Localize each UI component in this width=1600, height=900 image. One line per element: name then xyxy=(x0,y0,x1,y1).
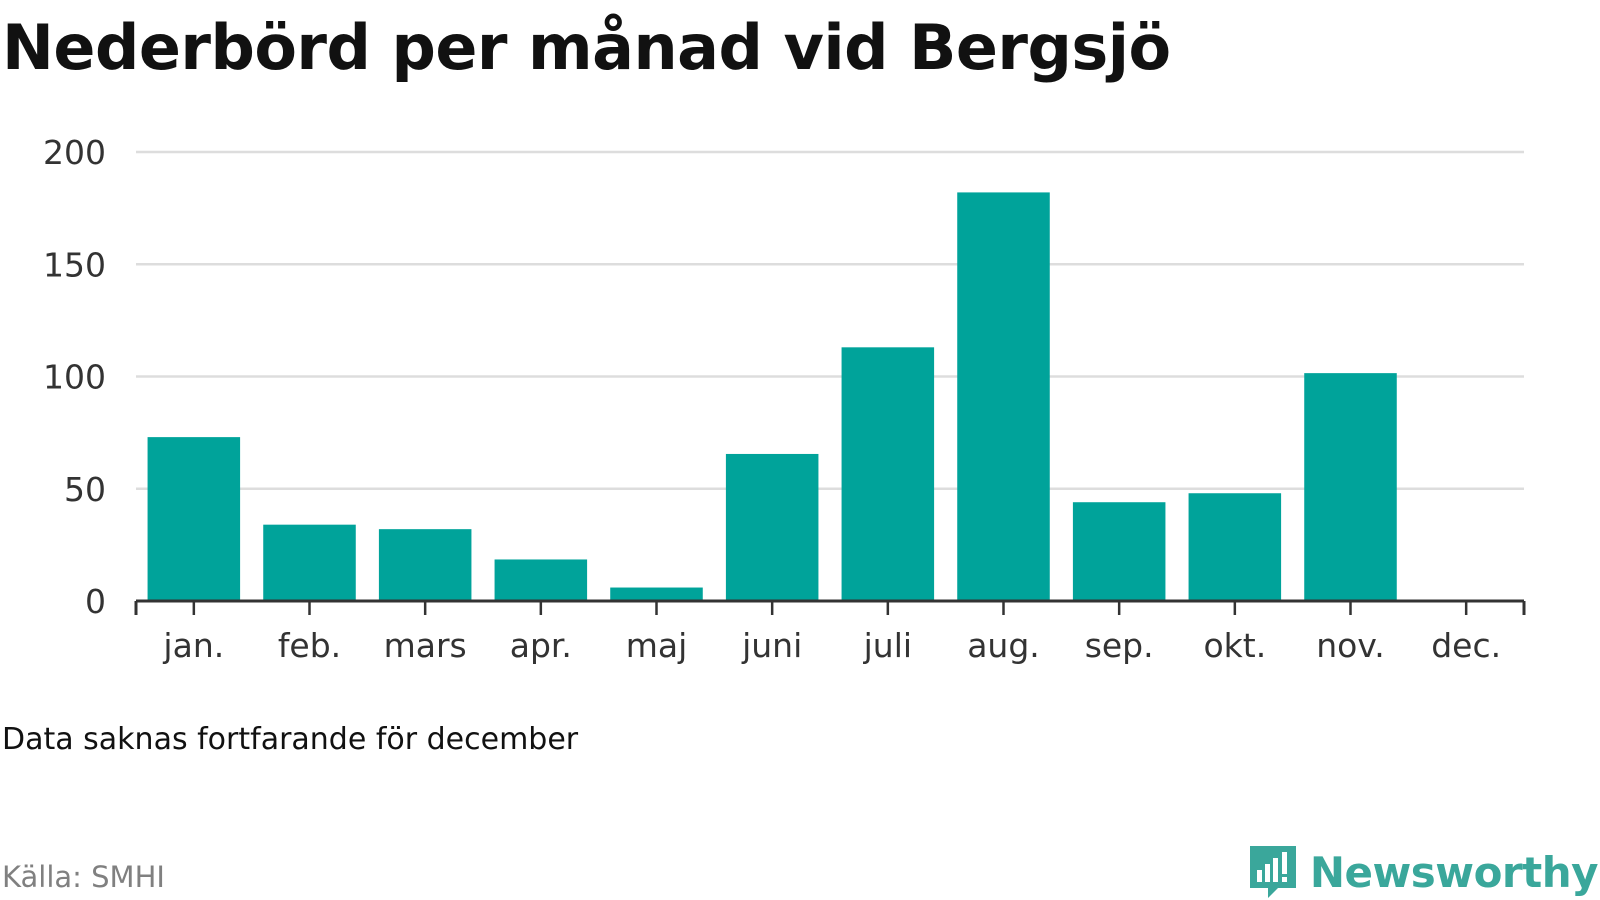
y-tick-label: 50 xyxy=(64,470,106,509)
gridlines xyxy=(136,150,1524,490)
bar xyxy=(147,437,241,601)
bar xyxy=(841,347,935,601)
bars xyxy=(147,192,1397,601)
x-tick-label: jan. xyxy=(162,626,224,665)
brand-logo: Newsworthy xyxy=(1246,842,1599,900)
x-axis xyxy=(134,599,1526,615)
x-tick-label: dec. xyxy=(1431,626,1501,665)
bar-chart: 0 50 100 150 200 jan. feb. mars apr. maj juni juli… xyxy=(43,133,1526,665)
bar xyxy=(725,453,819,601)
chart-title: Nederbörd per månad vid Bergsjö xyxy=(2,11,1171,84)
y-tick-label: 0 xyxy=(85,582,106,621)
bar xyxy=(1304,373,1397,601)
footnote: Data saknas fortfarande för december xyxy=(2,722,579,757)
bar xyxy=(494,559,588,601)
brand-name: Newsworthy xyxy=(1309,847,1599,897)
source-label: Källa: SMHI xyxy=(2,860,165,894)
y-axis-labels: 0 50 100 150 200 xyxy=(43,133,106,621)
y-tick-label: 150 xyxy=(43,245,106,284)
x-tick-label: maj xyxy=(626,626,688,665)
y-tick-label: 100 xyxy=(43,358,106,397)
bar xyxy=(610,587,703,601)
bar xyxy=(263,524,356,601)
x-tick-label: mars xyxy=(384,626,467,665)
y-tick-label: 200 xyxy=(43,133,106,172)
x-tick-label: juni xyxy=(741,626,802,665)
x-tick-label: juli xyxy=(863,626,912,665)
bar xyxy=(1072,502,1166,601)
x-axis-labels: jan. feb. mars apr. maj juni juli aug. sep. okt. n… xyxy=(162,626,1501,665)
newsworthy-logo-icon xyxy=(1249,846,1296,898)
x-tick-label: sep. xyxy=(1085,626,1154,665)
x-tick-label: feb. xyxy=(278,626,341,665)
x-tick-label: apr. xyxy=(510,626,572,665)
bar xyxy=(957,192,1050,601)
x-tick-label: nov. xyxy=(1316,626,1385,665)
bar xyxy=(378,529,472,601)
x-tick-label: aug. xyxy=(967,626,1040,665)
x-tick-label: okt. xyxy=(1203,626,1266,665)
bar xyxy=(1188,493,1282,601)
